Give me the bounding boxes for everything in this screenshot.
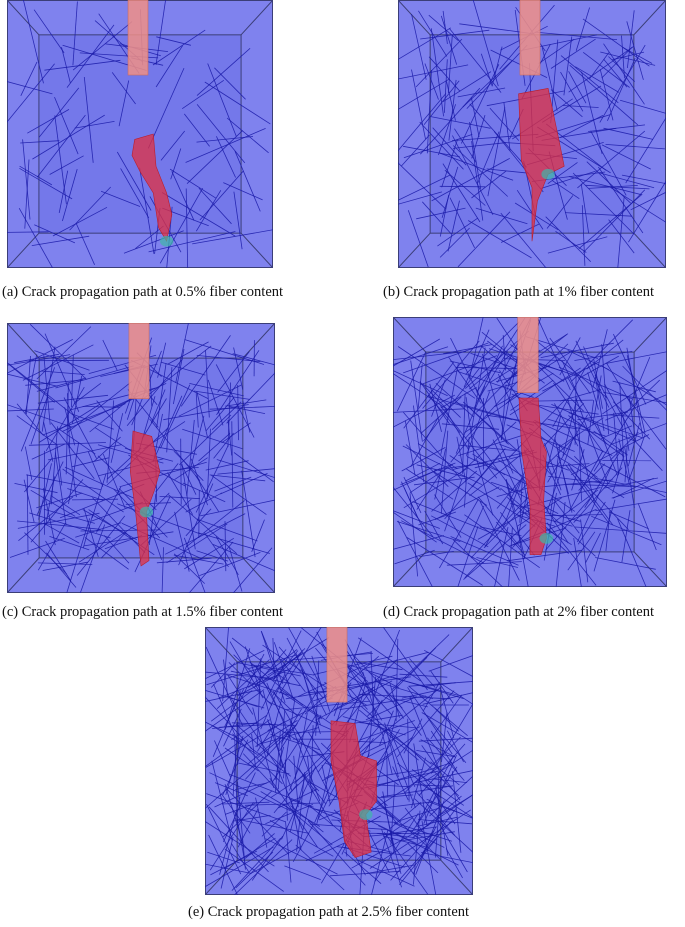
perspective-edge xyxy=(398,0,431,36)
notch xyxy=(326,627,348,703)
perspective-edge xyxy=(440,859,473,895)
perspective-edge xyxy=(393,551,427,587)
perspective-edge xyxy=(240,0,273,36)
perspective-edge xyxy=(7,0,40,36)
perspective-edge xyxy=(7,232,40,268)
specimen-render-e xyxy=(205,627,473,895)
crack-tip xyxy=(159,235,174,247)
panel-b xyxy=(398,0,666,268)
panel-e xyxy=(205,627,473,895)
crack-path xyxy=(129,430,161,567)
perspective-edge xyxy=(205,627,238,663)
perspective-edge xyxy=(242,557,275,593)
perspective-edge xyxy=(398,232,431,268)
specimen-render-b xyxy=(398,0,666,268)
perspective-edge xyxy=(633,551,667,587)
perspective-edge xyxy=(240,232,273,268)
specimen-render-d xyxy=(393,317,667,587)
caption-b: (b) Crack propagation path at 1% fiber c… xyxy=(383,284,654,300)
notch xyxy=(127,0,149,76)
specimen-render-c xyxy=(7,323,275,593)
crack-path xyxy=(518,88,565,242)
perspective-edge xyxy=(440,627,473,663)
notch xyxy=(517,317,539,393)
crack-path xyxy=(330,720,377,858)
fiber-network xyxy=(7,0,273,268)
panel-a xyxy=(7,0,273,268)
perspective-edge xyxy=(7,557,40,593)
crack-tip xyxy=(539,533,554,544)
perspective-edge xyxy=(242,323,275,359)
crack-tip xyxy=(359,809,373,820)
perspective-edge xyxy=(633,232,666,268)
notch xyxy=(519,0,541,76)
caption-e: (e) Crack propagation path at 2.5% fiber… xyxy=(188,904,470,920)
perspective-edge xyxy=(393,317,427,353)
perspective-edge xyxy=(7,323,40,359)
caption-a: (a) Crack propagation path at 0.5% fiber… xyxy=(2,284,284,300)
panel-c xyxy=(7,323,275,593)
fiber-network xyxy=(205,627,473,895)
panel-d xyxy=(393,317,667,587)
specimen-render-a xyxy=(7,0,273,268)
caption-d: (d) Crack propagation path at 2% fiber c… xyxy=(383,604,654,620)
crack-tip xyxy=(139,506,154,518)
caption-c: (c) Crack propagation path at 1.5% fiber… xyxy=(2,604,284,620)
perspective-edge xyxy=(633,0,666,36)
crack-tip xyxy=(541,168,555,180)
notch xyxy=(128,323,150,399)
perspective-edge xyxy=(633,317,667,353)
